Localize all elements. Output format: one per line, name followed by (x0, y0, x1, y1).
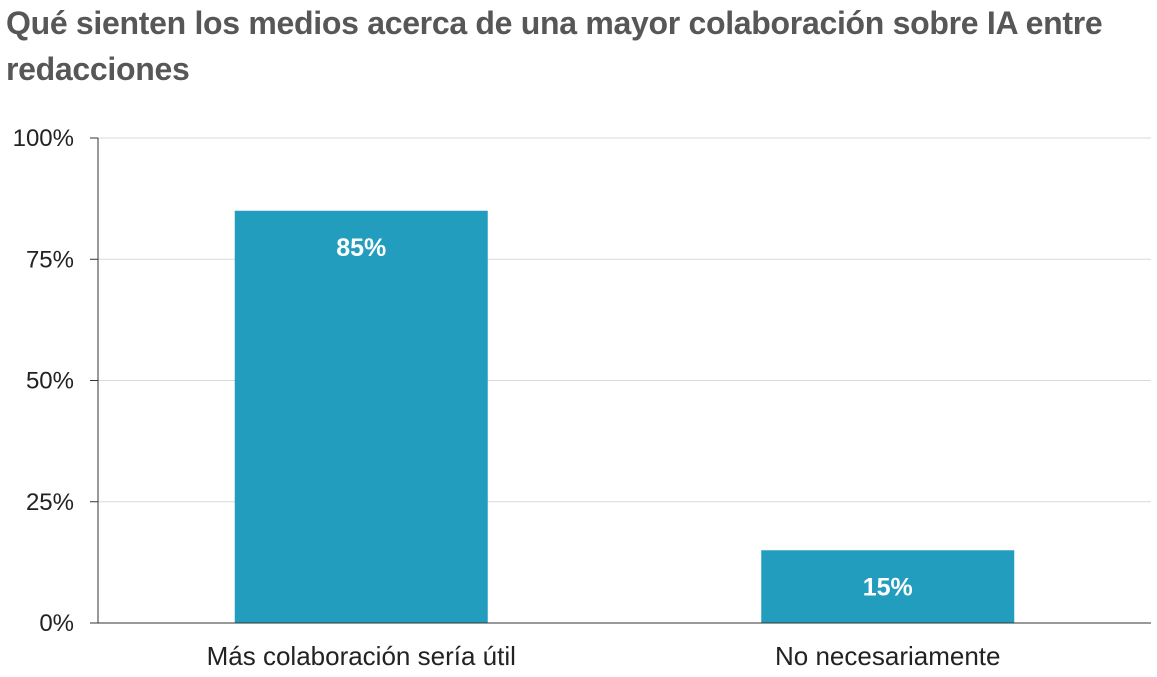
x-category-label: Más colaboración sería útil (207, 641, 516, 671)
chart-title: Qué sienten los medios acerca de una may… (6, 5, 1103, 87)
bar (761, 550, 1015, 623)
y-tick-label: 100% (13, 125, 74, 152)
axes (90, 137, 1151, 624)
labels: 0% 25% 50% 75% 100% 85% Más colaboración sería… (13, 125, 1001, 671)
data-label: 15% (863, 573, 913, 601)
bar (234, 210, 488, 623)
y-tick-label: 0% (39, 610, 74, 637)
x-category-label: No necesariamente (775, 641, 1000, 671)
bars (234, 210, 1015, 623)
data-label: 85% (336, 234, 386, 262)
y-tick-label: 25% (26, 489, 74, 516)
y-tick-label: 50% (26, 368, 74, 395)
y-tick-label: 75% (26, 246, 74, 273)
